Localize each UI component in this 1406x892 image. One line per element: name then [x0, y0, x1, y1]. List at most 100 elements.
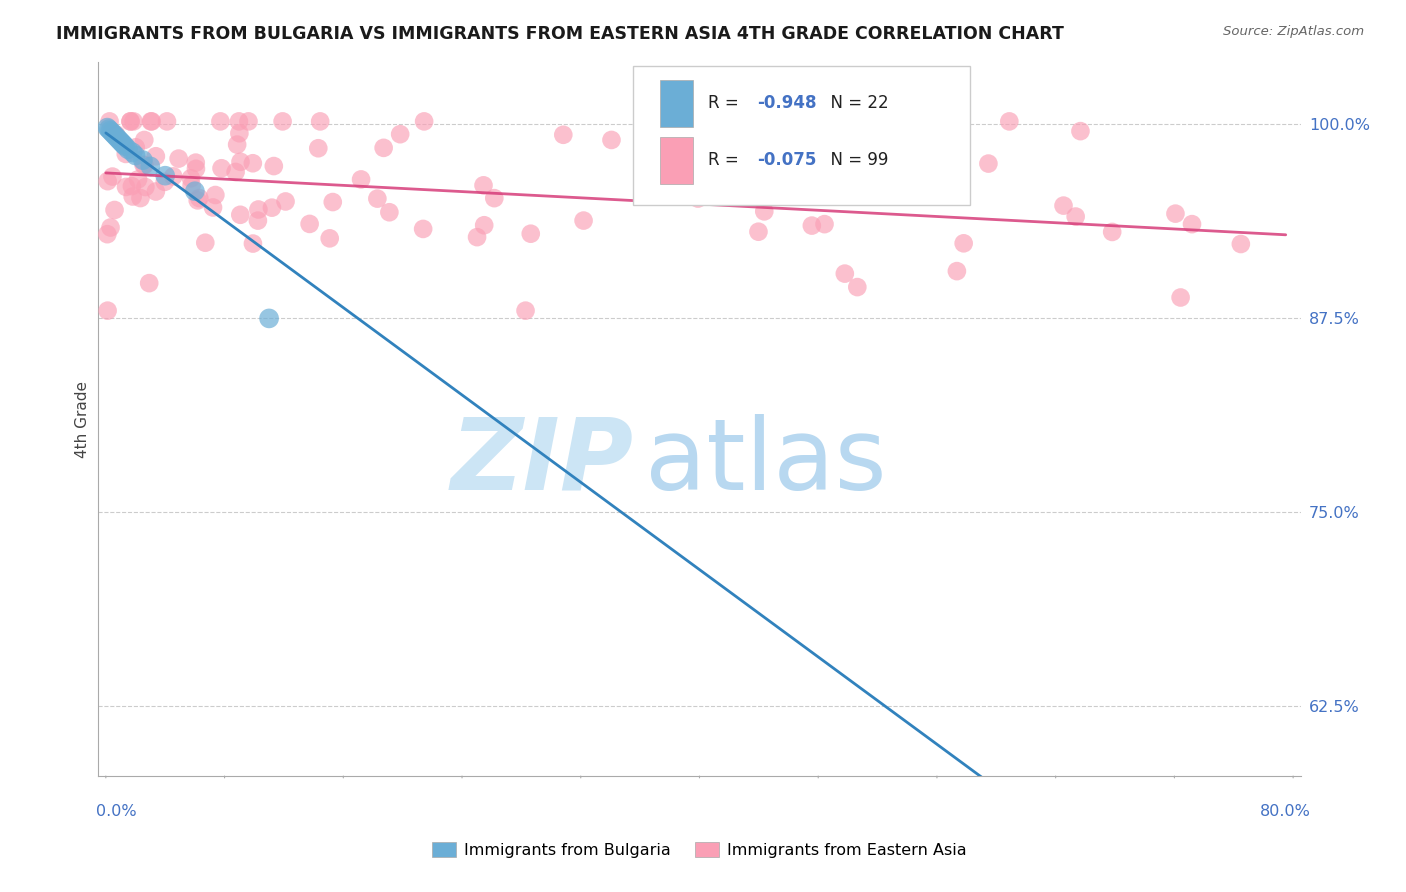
Point	[952, 236, 974, 251]
Point	[228, 114, 250, 128]
Point	[553, 128, 575, 142]
Point	[309, 114, 332, 128]
Point	[274, 194, 297, 209]
Point	[350, 172, 373, 186]
Point	[322, 195, 344, 210]
Point	[162, 169, 184, 184]
Point	[472, 178, 495, 193]
Point	[484, 191, 506, 205]
Point	[108, 133, 131, 147]
Point	[225, 165, 247, 179]
Point	[754, 204, 776, 219]
Point	[184, 155, 207, 169]
Point	[1230, 237, 1253, 252]
Point	[121, 145, 143, 160]
Point	[204, 188, 226, 202]
Point	[187, 194, 209, 208]
Point	[515, 303, 537, 318]
Point	[747, 225, 769, 239]
Point	[105, 128, 128, 142]
Point	[229, 154, 252, 169]
Point	[247, 202, 270, 217]
Point	[104, 128, 127, 143]
Point	[834, 267, 856, 281]
Point	[145, 185, 167, 199]
Point	[246, 213, 269, 227]
Point	[121, 189, 143, 203]
Point	[101, 169, 124, 184]
FancyBboxPatch shape	[659, 137, 693, 184]
Point	[139, 160, 162, 174]
Text: -0.075: -0.075	[758, 152, 817, 169]
Point	[686, 192, 709, 206]
Text: 80.0%: 80.0%	[1260, 805, 1310, 819]
Point	[111, 136, 134, 150]
Point	[153, 175, 176, 189]
Point	[226, 137, 249, 152]
Point	[122, 114, 145, 128]
Point	[97, 174, 120, 188]
Point	[96, 227, 118, 242]
Point	[115, 180, 138, 194]
Point	[846, 280, 869, 294]
Point	[202, 201, 225, 215]
Point	[121, 179, 143, 194]
Point	[813, 178, 835, 192]
Point	[167, 152, 190, 166]
Point	[998, 114, 1021, 128]
Point	[1101, 225, 1123, 239]
Point	[112, 137, 135, 152]
Point	[1181, 217, 1204, 231]
Text: N = 22: N = 22	[820, 95, 889, 112]
Point	[103, 127, 125, 141]
Point	[134, 158, 156, 172]
Point	[373, 141, 395, 155]
Point	[132, 153, 155, 168]
Text: R =: R =	[707, 95, 744, 112]
Point	[120, 114, 142, 128]
Text: N = 99: N = 99	[820, 152, 889, 169]
Point	[120, 114, 142, 128]
Point	[412, 222, 434, 236]
Point	[600, 133, 623, 147]
Point	[260, 201, 283, 215]
Point	[156, 114, 179, 128]
Text: 0.0%: 0.0%	[96, 805, 136, 819]
Point	[129, 191, 152, 205]
Point	[110, 135, 132, 149]
Point	[141, 114, 163, 128]
Point	[257, 311, 280, 326]
Text: ZIP: ZIP	[450, 414, 633, 510]
Point	[97, 303, 120, 318]
Point	[946, 264, 969, 278]
Point	[180, 178, 202, 193]
Point	[1170, 291, 1192, 305]
Point	[378, 205, 401, 219]
Point	[107, 131, 129, 145]
Point	[127, 172, 149, 186]
Point	[238, 114, 260, 128]
Point	[97, 122, 120, 136]
Point	[271, 114, 294, 128]
Text: IMMIGRANTS FROM BULGARIA VS IMMIGRANTS FROM EASTERN ASIA 4TH GRADE CORRELATION C: IMMIGRANTS FROM BULGARIA VS IMMIGRANTS F…	[56, 25, 1064, 43]
Point	[96, 120, 118, 135]
Point	[813, 217, 835, 231]
Point	[132, 158, 155, 172]
Text: -0.948: -0.948	[758, 95, 817, 112]
Point	[1064, 210, 1087, 224]
Point	[139, 114, 162, 128]
Point	[194, 235, 217, 250]
Point	[100, 220, 122, 235]
Point	[105, 129, 128, 144]
Point	[800, 219, 823, 233]
Point	[465, 230, 488, 244]
Point	[124, 148, 146, 162]
Point	[263, 159, 285, 173]
FancyBboxPatch shape	[659, 80, 693, 127]
Point	[101, 125, 124, 139]
Point	[242, 236, 264, 251]
Y-axis label: 4th Grade: 4th Grade	[75, 381, 90, 458]
Point	[134, 180, 156, 194]
FancyBboxPatch shape	[633, 66, 970, 205]
Point	[138, 276, 160, 290]
